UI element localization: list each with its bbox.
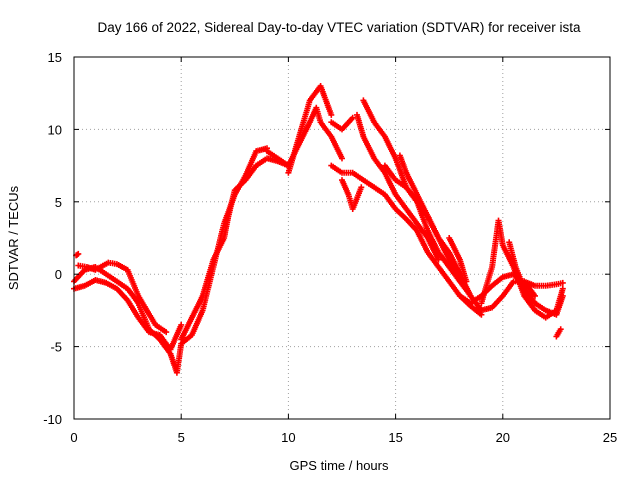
series-satellite-track-15 xyxy=(446,235,470,285)
data-point-markers xyxy=(328,114,356,133)
chart-title: Day 166 of 2022, Sidereal Day-to-day VTE… xyxy=(98,20,581,35)
y-tick-label: 10 xyxy=(48,122,62,137)
x-axis-label: GPS time / hours xyxy=(290,458,389,473)
x-tick-label: 0 xyxy=(70,430,77,445)
series-satellite-track-4 xyxy=(73,250,82,259)
y-tick-label: -5 xyxy=(50,340,62,355)
series-satellite-track-19 xyxy=(521,278,566,289)
series-satellite-track-18 xyxy=(506,239,566,318)
data-point-markers xyxy=(553,326,564,340)
axis-ticks: 0 5 10 15 20 25 -10 -5 0 5 10 15 xyxy=(43,50,617,445)
x-tick-label: 10 xyxy=(281,430,295,445)
data-point-markers xyxy=(396,152,538,314)
data-points xyxy=(71,83,566,376)
data-point-markers xyxy=(506,239,566,318)
data-point-markers xyxy=(75,259,170,336)
plot-frame xyxy=(73,56,611,420)
grid xyxy=(74,57,610,419)
series-satellite-track-9 xyxy=(339,177,365,212)
data-point-markers xyxy=(73,250,82,259)
series-satellite-track-14 xyxy=(396,152,538,314)
y-tick-label: 0 xyxy=(55,267,62,282)
y-axis-label: SDTVAR / TECUs xyxy=(6,185,21,290)
x-tick-label: 15 xyxy=(388,430,402,445)
series-satellite-track-11 xyxy=(354,111,442,263)
x-tick-label: 25 xyxy=(603,430,617,445)
series-satellite-track-5 xyxy=(178,155,292,343)
data-point-markers xyxy=(354,111,442,263)
y-tick-label: 15 xyxy=(48,50,62,65)
y-tick-label: -10 xyxy=(43,412,62,427)
series-satellite-track-10 xyxy=(328,114,356,133)
data-point-markers xyxy=(71,145,270,376)
x-tick-label: 20 xyxy=(496,430,510,445)
data-point-markers xyxy=(521,278,566,289)
series-satellite-track-7 xyxy=(285,83,335,176)
x-tick-label: 5 xyxy=(178,430,185,445)
data-point-markers xyxy=(339,177,365,212)
series-satellite-track-3 xyxy=(75,259,170,336)
data-point-markers xyxy=(446,235,470,285)
series-satellite-track-1 xyxy=(71,145,270,376)
data-point-markers xyxy=(178,155,292,343)
y-tick-label: 5 xyxy=(55,195,62,210)
data-point-markers xyxy=(285,83,335,176)
series-satellite-track-20 xyxy=(553,326,564,340)
